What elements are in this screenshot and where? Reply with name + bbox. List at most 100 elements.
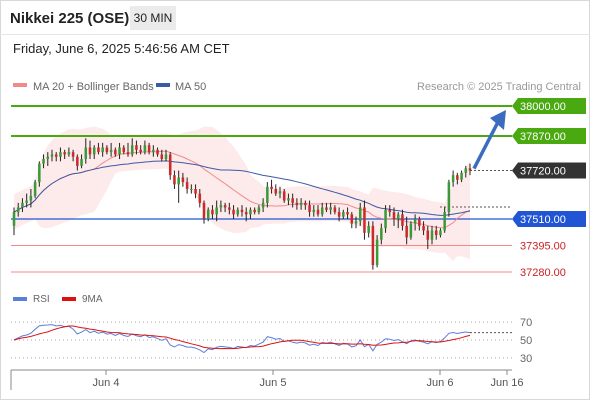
candle-up: [152, 149, 155, 153]
bollinger-legend-label: MA 20 + Bollinger Bands: [33, 81, 154, 93]
candle-up: [329, 207, 332, 210]
candle-down: [202, 202, 206, 219]
candle-up: [33, 182, 37, 196]
rsi-legend-swatch: [13, 297, 27, 301]
rsi-legend-label: RSI: [33, 294, 50, 305]
candle-up: [358, 207, 362, 222]
candle-up: [118, 147, 121, 155]
candle-up: [59, 152, 62, 157]
candle-down: [422, 225, 425, 231]
support-label: 37280.00: [520, 267, 566, 279]
candle-down: [54, 154, 58, 157]
rsi-ma-legend-label: 9MA: [82, 294, 103, 305]
candle-down: [240, 209, 244, 213]
rsi-line: [13, 324, 471, 354]
candle-up: [12, 212, 16, 226]
candle-down: [456, 175, 459, 180]
candle-up: [101, 147, 104, 153]
candle-down: [333, 207, 337, 213]
candle-up: [447, 182, 451, 213]
chart-header: Nikkei 225 (OSE) 30 MIN: [0, 0, 590, 35]
candle-down: [126, 152, 130, 155]
candle-up: [266, 186, 269, 203]
rsi-tick-label: 30: [520, 353, 532, 365]
candle-down: [88, 147, 92, 155]
candle-up: [50, 154, 54, 157]
candle-up: [312, 209, 316, 213]
candle-up: [451, 175, 455, 183]
rsi-ma-legend-swatch: [62, 297, 76, 301]
candle-up: [92, 147, 96, 155]
candle-up: [320, 207, 324, 215]
candle-down: [71, 152, 75, 157]
candle-down: [304, 202, 307, 206]
candle-up: [460, 172, 463, 180]
candle-down: [194, 189, 197, 194]
candle-down: [291, 198, 294, 203]
candle-up: [29, 195, 33, 201]
candle-up: [367, 225, 370, 233]
candle-down: [388, 209, 392, 213]
price-tag: [512, 162, 586, 179]
candle-up: [177, 177, 180, 185]
rsi-tick-label: 50: [520, 335, 532, 347]
candle-down: [139, 149, 142, 153]
candle-down: [228, 207, 231, 210]
candle-up: [443, 212, 446, 231]
candle-down: [168, 154, 172, 176]
candle-up: [215, 207, 218, 215]
watermark-label: Research © 2025 Trading Central: [417, 81, 581, 93]
candle-down: [308, 205, 311, 213]
support-label: 37395.00: [520, 240, 566, 252]
candle-down: [160, 154, 164, 160]
candle-up: [219, 205, 223, 208]
candle-up: [278, 191, 282, 194]
timeframe-button[interactable]: 30 MIN: [130, 6, 176, 30]
candle-up: [42, 159, 45, 164]
x-tick-label: Jun 6: [427, 377, 454, 389]
timestamp-label: Friday, June 6, 2025 5:46:56 AM CET: [13, 41, 230, 56]
candle-down: [350, 214, 354, 224]
candle-down: [337, 212, 341, 217]
candle-up: [21, 202, 24, 208]
candle-up: [84, 147, 88, 160]
x-tick-label: Jun 16: [490, 377, 523, 389]
ma50-legend-label: MA 50: [175, 81, 206, 93]
instrument-title: Nikkei 225 (OSE): [10, 10, 130, 27]
price-tag: [512, 98, 586, 114]
candle-down: [97, 147, 100, 153]
candle-down: [156, 149, 159, 155]
candle-up: [413, 218, 417, 224]
candle-up: [375, 239, 379, 266]
candle-down: [363, 207, 366, 233]
bollinger-legend-swatch: [13, 83, 27, 87]
candle-down: [147, 145, 151, 153]
candle-up: [257, 207, 261, 213]
candle-up: [342, 212, 345, 217]
candle-up: [439, 230, 442, 236]
candle-down: [185, 182, 189, 189]
bollinger-band-area: [14, 126, 470, 262]
candle-down: [135, 145, 138, 150]
candle-up: [109, 149, 113, 153]
candle-down: [371, 225, 375, 266]
candle-up: [354, 221, 358, 224]
candle-down: [418, 218, 421, 226]
candle-down: [346, 212, 349, 215]
candle-down: [274, 189, 278, 194]
candle-up: [380, 228, 383, 240]
candle-down: [468, 168, 472, 171]
candle-up: [249, 209, 252, 215]
candle-down: [316, 209, 320, 215]
candle-down: [270, 186, 273, 189]
price-tag-label: 37510.00: [520, 214, 566, 226]
candle-down: [325, 207, 328, 210]
candle-down: [63, 152, 66, 155]
candle-up: [190, 189, 193, 190]
candle-up: [299, 202, 303, 206]
candle-down: [181, 177, 185, 183]
price-tag-label: 37870.00: [520, 131, 566, 143]
candle-down: [434, 230, 438, 236]
ma50-legend-swatch: [156, 83, 170, 87]
price-tag: [512, 210, 586, 227]
